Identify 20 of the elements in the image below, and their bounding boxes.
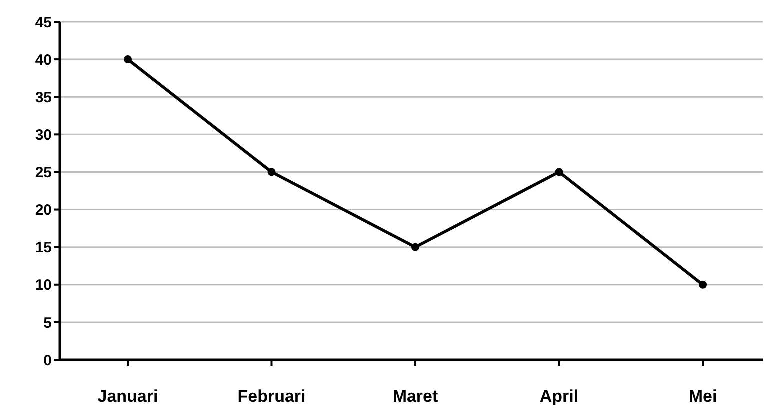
y-tick-label: 20	[35, 202, 52, 220]
y-tick-label: 0	[44, 352, 52, 370]
x-tick-label: Februari	[238, 387, 306, 406]
point	[412, 243, 420, 252]
y-tick-label: 30	[35, 126, 52, 144]
point	[268, 168, 276, 176]
y-tick-label: 10	[35, 277, 52, 294]
y-tick-label: 25	[35, 164, 52, 182]
point	[699, 280, 707, 289]
x-tick-label: April	[540, 387, 579, 406]
y-tick-label: 40	[35, 52, 52, 69]
x-tick-label: Maret	[392, 387, 439, 406]
point	[124, 56, 132, 64]
y-tick-label: 35	[35, 89, 52, 106]
y-tick-label: 15	[35, 240, 52, 257]
x-tick-label: Januari	[98, 387, 158, 406]
y-tick-label: 5	[44, 314, 52, 332]
point	[555, 168, 564, 176]
x-tick-label: Mei	[688, 387, 718, 406]
y-tick-label: 45	[35, 14, 52, 32]
